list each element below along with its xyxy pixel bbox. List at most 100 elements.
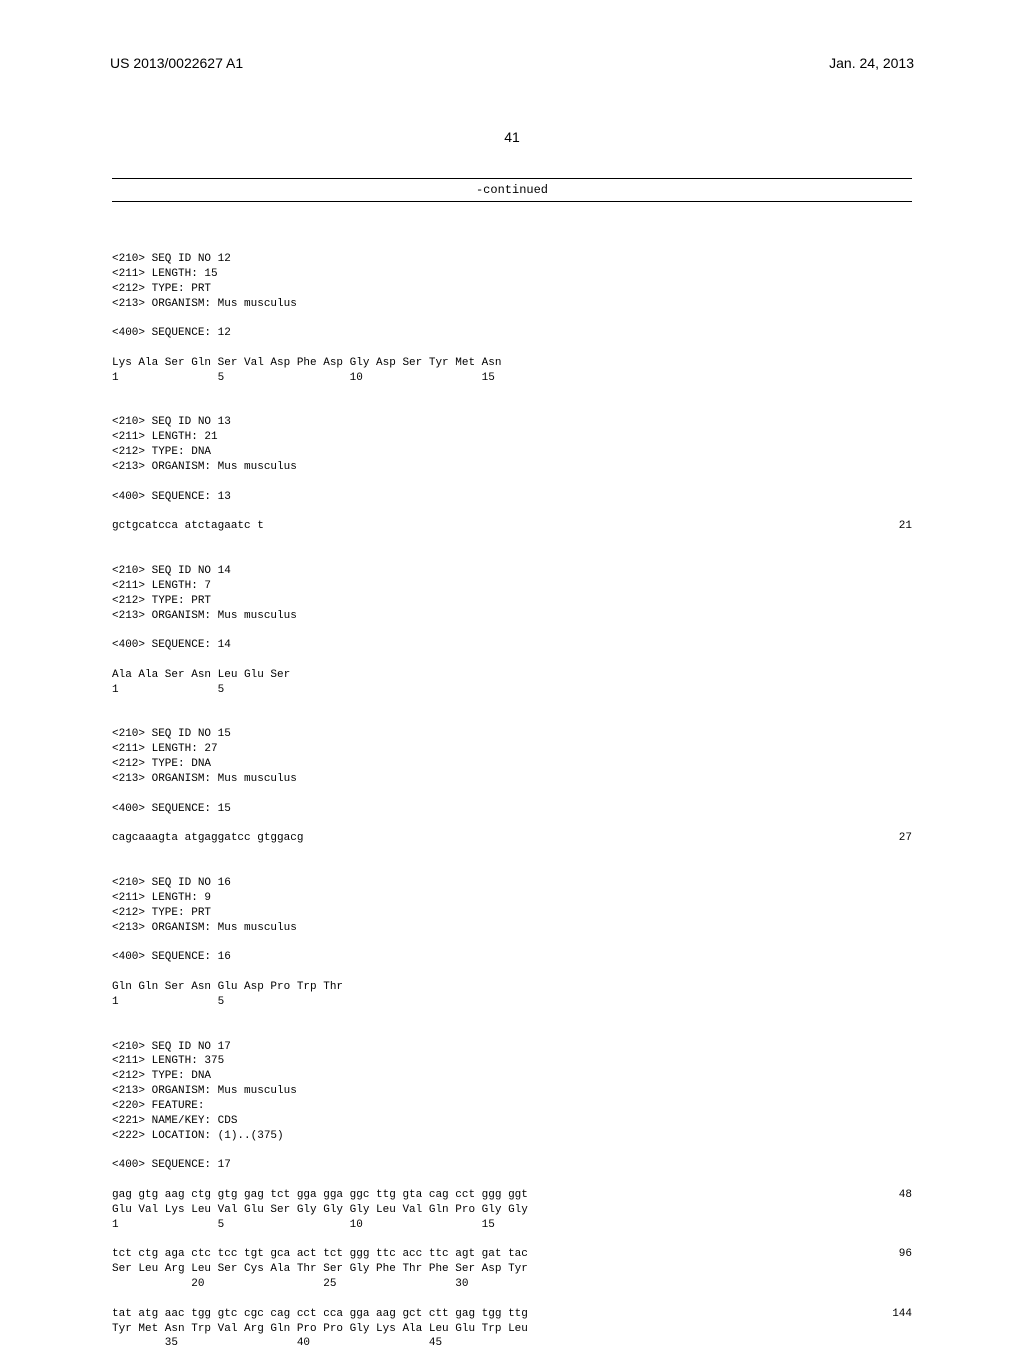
sequence-position-number: 27	[862, 831, 912, 846]
sequence-meta-line: <213> ORGANISM: Mus musculus	[112, 297, 912, 312]
sequence-text: cagcaaagta atgaggatcc gtggacg	[112, 831, 862, 846]
sequence-data-line: 20 25 30	[112, 1277, 912, 1292]
sequence-position-number	[862, 995, 912, 1010]
sequence-text	[112, 1292, 862, 1307]
sequence-data-line: Ala Ala Ser Asn Leu Glu Ser	[112, 668, 912, 683]
sequence-position-number	[862, 1262, 912, 1277]
blank-line	[112, 698, 912, 713]
blank-line	[112, 787, 912, 802]
sequence-position-number	[862, 683, 912, 698]
continued-label: -continued	[112, 179, 912, 201]
sequence-data-line: cagcaaagta atgaggatcc gtggacg27	[112, 831, 912, 846]
sequence-position-number	[862, 1277, 912, 1292]
sequence-data-line: 1 5 10 15	[112, 371, 912, 386]
page-number: 41	[0, 129, 1024, 145]
sequence-position-number: 144	[862, 1307, 912, 1322]
sequence-text: Glu Val Lys Leu Val Glu Ser Gly Gly Gly …	[112, 1203, 862, 1218]
sequence-position-number: 21	[862, 519, 912, 534]
blank-line	[112, 935, 912, 950]
sequence-meta-line: <212> TYPE: PRT	[112, 906, 912, 921]
blank-line	[112, 311, 912, 326]
sequence-meta-line: <210> SEQ ID NO 15	[112, 727, 912, 742]
sequence-text: gctgcatcca atctagaatc t	[112, 519, 862, 534]
sequence-text: Ala Ala Ser Asn Leu Glu Ser	[112, 668, 862, 683]
publication-date: Jan. 24, 2013	[829, 55, 914, 71]
sequence-text: Ser Leu Arg Leu Ser Cys Ala Thr Ser Gly …	[112, 1262, 862, 1277]
sequence-meta-line: <213> ORGANISM: Mus musculus	[112, 921, 912, 936]
sequence-text: Tyr Met Asn Trp Val Arg Gln Pro Pro Gly …	[112, 1322, 862, 1337]
sequence-meta-line: <210> SEQ ID NO 17	[112, 1040, 912, 1055]
sequence-data-line: 1 5 10 15	[112, 1218, 912, 1233]
sequence-label: <400> SEQUENCE: 15	[112, 802, 912, 817]
sequence-position-number	[862, 371, 912, 386]
sequence-block: <210> SEQ ID NO 13<211> LENGTH: 21<212> …	[112, 415, 912, 549]
sequence-meta-line: <213> ORGANISM: Mus musculus	[112, 609, 912, 624]
continued-section: -continued	[0, 178, 1024, 202]
sequence-text: gag gtg aag ctg gtg gag tct gga gga ggc …	[112, 1188, 862, 1203]
sequence-position-number	[862, 1232, 912, 1247]
sequence-meta-line: <211> LENGTH: 15	[112, 267, 912, 282]
sequence-text: 35 40 45	[112, 1336, 862, 1351]
sequence-label: <400> SEQUENCE: 16	[112, 950, 912, 965]
sequence-data-line: Lys Ala Ser Gln Ser Val Asp Phe Asp Gly …	[112, 356, 912, 371]
blank-line	[112, 505, 912, 520]
sequence-block: <210> SEQ ID NO 12<211> LENGTH: 15<212> …	[112, 252, 912, 400]
sequence-text: tat atg aac tgg gtc cgc cag cct cca gga …	[112, 1307, 862, 1322]
sequence-block: <210> SEQ ID NO 16<211> LENGTH: 9<212> T…	[112, 876, 912, 1024]
sequence-meta-line: <210> SEQ ID NO 16	[112, 876, 912, 891]
sequence-meta-line: <210> SEQ ID NO 14	[112, 564, 912, 579]
sequence-meta-line: <212> TYPE: DNA	[112, 445, 912, 460]
sequence-meta-line: <222> LOCATION: (1)..(375)	[112, 1129, 912, 1144]
sequence-meta-line: <211> LENGTH: 27	[112, 742, 912, 757]
sequence-data-line: 35 40 45	[112, 1336, 912, 1351]
sequence-listing: <210> SEQ ID NO 12<211> LENGTH: 15 <212> …	[0, 202, 1024, 1366]
sequence-data-line: gctgcatcca atctagaatc t21	[112, 519, 912, 534]
sequence-position-number: 96	[862, 1247, 912, 1262]
sequence-data-line: tat atg aac tgg gtc cgc cag cct cca gga …	[112, 1307, 912, 1322]
blank-line	[112, 534, 912, 549]
sequence-meta-line: <211> LENGTH: 21	[112, 430, 912, 445]
sequence-position-number	[862, 1292, 912, 1307]
sequence-label: <400> SEQUENCE: 14	[112, 638, 912, 653]
sequence-text	[112, 1232, 862, 1247]
sequence-text: Gln Gln Ser Asn Glu Asp Pro Trp Thr	[112, 980, 862, 995]
sequence-position-number	[862, 1203, 912, 1218]
sequence-text: tct ctg aga ctc tcc tgt gca act tct ggg …	[112, 1247, 862, 1262]
sequence-position-number	[862, 980, 912, 995]
sequence-block: <210> SEQ ID NO 14<211> LENGTH: 7<212> T…	[112, 564, 912, 712]
blank-line	[112, 1351, 912, 1366]
sequence-block: <210> SEQ ID NO 17<211> LENGTH: 375<212>…	[112, 1040, 912, 1366]
sequence-data-line: tct ctg aga ctc tcc tgt gca act tct ggg …	[112, 1247, 912, 1262]
blank-line	[112, 1173, 912, 1188]
sequence-text: 1 5 10 15	[112, 371, 862, 386]
sequence-text: 1 5 10 15	[112, 1218, 862, 1233]
sequence-meta-line: <210> SEQ ID NO 13	[112, 415, 912, 430]
blank-line	[112, 341, 912, 356]
sequence-label: <400> SEQUENCE: 12	[112, 326, 912, 341]
sequence-position-number	[862, 1322, 912, 1337]
sequence-position-number	[862, 356, 912, 371]
sequence-text: Lys Ala Ser Gln Ser Val Asp Phe Asp Gly …	[112, 356, 862, 371]
blank-line	[112, 1143, 912, 1158]
sequence-data-line: Tyr Met Asn Trp Val Arg Gln Pro Pro Gly …	[112, 1322, 912, 1337]
sequence-meta-line: <211> LENGTH: 7	[112, 579, 912, 594]
sequence-data-line: 1 5	[112, 995, 912, 1010]
page-header: US 2013/0022627 A1 Jan. 24, 2013	[0, 0, 1024, 71]
sequence-meta-line: <213> ORGANISM: Mus musculus	[112, 460, 912, 475]
sequence-block: <210> SEQ ID NO 15<211> LENGTH: 27<212> …	[112, 727, 912, 861]
sequence-meta-line: <212> TYPE: DNA	[112, 1069, 912, 1084]
sequence-meta-line: <211> LENGTH: 375	[112, 1054, 912, 1069]
sequence-meta-line: <212> TYPE: DNA	[112, 757, 912, 772]
sequence-meta-line: <211> LENGTH: 9	[112, 891, 912, 906]
sequence-text: 1 5	[112, 683, 862, 698]
sequence-position-number	[862, 1336, 912, 1351]
blank-line	[112, 623, 912, 638]
blank-line	[112, 846, 912, 861]
publication-number: US 2013/0022627 A1	[110, 55, 243, 71]
blank-line	[112, 653, 912, 668]
sequence-meta-line: <213> ORGANISM: Mus musculus	[112, 1084, 912, 1099]
sequence-data-line: Ser Leu Arg Leu Ser Cys Ala Thr Ser Gly …	[112, 1262, 912, 1277]
sequence-label: <400> SEQUENCE: 17	[112, 1158, 912, 1173]
sequence-meta-line: <210> SEQ ID NO 12	[112, 252, 912, 267]
blank-line	[112, 817, 912, 832]
